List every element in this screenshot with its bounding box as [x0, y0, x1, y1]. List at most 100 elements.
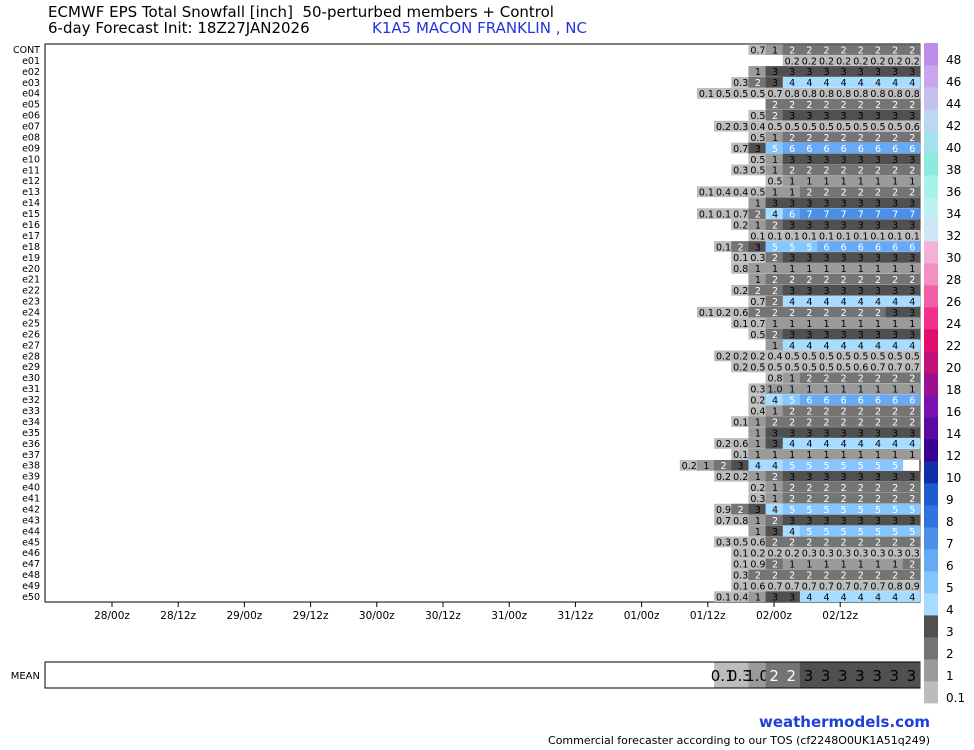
snow-value: 2 [858, 188, 864, 199]
snow-value: 5 [892, 461, 898, 472]
snow-cell [782, 558, 801, 570]
snow-value: 3 [789, 155, 795, 166]
site-link[interactable]: weathermodels.com [758, 713, 930, 731]
snow-value: 4 [806, 439, 812, 450]
snow-value: 0.4 [716, 188, 731, 199]
snow-cell [782, 252, 801, 263]
snow-value: 2 [789, 100, 795, 111]
snow-cell [782, 284, 801, 296]
snow-value: 0.5 [750, 111, 765, 122]
colorbar-label: 24 [946, 317, 961, 331]
colorbar-label: 14 [946, 427, 961, 441]
snow-value: 1 [841, 560, 847, 571]
snow-cell [748, 77, 766, 88]
snow-value: 3 [841, 516, 847, 527]
snow-value: 3 [789, 253, 795, 264]
snow-value: 0.5 [888, 352, 903, 363]
colorbar-swatch [924, 395, 938, 418]
snow-cell [885, 591, 904, 602]
snow-value: 2 [841, 133, 847, 144]
snow-cell [902, 164, 921, 176]
snow-value: 1 [755, 516, 761, 527]
snow-value: 3 [909, 330, 915, 341]
snow-value: 1 [858, 177, 864, 188]
snow-value: 4 [841, 341, 847, 352]
snow-value: 2 [823, 538, 829, 549]
snow-value: 0.1 [785, 231, 800, 242]
member-label: e29 [22, 362, 40, 373]
snow-cell [748, 547, 766, 559]
snow-value: 3 [858, 111, 864, 122]
snow-cell [834, 120, 852, 132]
snow-cell [834, 241, 852, 252]
snow-cell [851, 66, 869, 77]
colorbar-swatch [924, 87, 938, 110]
snow-value: 0.2 [819, 56, 834, 67]
snow-value: 0.8 [905, 89, 920, 100]
member-label: e43 [22, 515, 40, 526]
snow-value: 3 [892, 155, 898, 166]
snow-value: 0.1 [733, 450, 748, 461]
snow-cell [902, 284, 921, 296]
snow-value: 3 [858, 67, 864, 78]
snow-cell [765, 142, 784, 154]
colorbar-label: 0.1 [946, 691, 965, 705]
snow-cell [799, 547, 818, 559]
snow-cell [782, 197, 801, 209]
snow-cell [799, 449, 818, 460]
snow-cell [885, 438, 904, 449]
snow-value: 7 [892, 209, 898, 220]
snow-cell [714, 536, 732, 548]
snow-cell [817, 416, 835, 427]
snow-value: 2 [909, 494, 915, 505]
snow-cell [885, 263, 904, 274]
member-label: e26 [22, 329, 40, 340]
snow-cell [799, 394, 818, 406]
snow-cell [799, 284, 818, 296]
snow-value: 1 [858, 264, 864, 275]
snow-value: 0.1 [853, 231, 868, 242]
snow-value: 2 [892, 571, 898, 582]
snow-value: 0.1 [733, 417, 748, 428]
snow-value: 2 [875, 133, 881, 144]
snow-cell [868, 339, 886, 351]
snow-cell [851, 339, 869, 351]
snow-value: 2 [789, 406, 795, 417]
snow-value: 2 [892, 100, 898, 111]
snow-cell [834, 481, 852, 493]
snow-value: 2 [806, 100, 812, 111]
snow-value: 0.5 [750, 330, 765, 341]
snow-cell [799, 197, 818, 209]
snow-cell [885, 186, 904, 198]
member-label: e34 [22, 417, 40, 428]
snow-cell [782, 153, 801, 165]
snow-cell [885, 120, 904, 132]
snow-value: 0.5 [905, 352, 920, 363]
snow-value: 4 [841, 439, 847, 450]
snow-cell [782, 438, 801, 449]
snow-value: 3 [909, 428, 915, 439]
snow-value: 2 [772, 516, 778, 527]
snow-value: 1 [789, 264, 795, 275]
snow-cell [799, 87, 818, 99]
snow-cell [885, 77, 904, 88]
snow-value: 5 [875, 527, 881, 538]
snow-value: 5 [858, 505, 864, 516]
snow-value: 0.1 [870, 231, 885, 242]
member-label: e27 [22, 340, 40, 351]
colorbar-label: 4 [946, 603, 954, 617]
snow-value: 1 [875, 385, 881, 396]
snow-cell [748, 416, 766, 427]
snow-value: 6 [823, 242, 829, 253]
snow-cell [748, 241, 766, 252]
snow-cell [731, 164, 749, 176]
snow-value: 2 [772, 472, 778, 483]
snow-value: 2 [909, 133, 915, 144]
snow-cell [748, 328, 766, 340]
snow-cell [851, 449, 869, 460]
member-label: e05 [22, 100, 40, 111]
snow-cell [765, 153, 784, 165]
snow-value: 1.0 [767, 385, 782, 396]
snow-cell [851, 109, 869, 121]
snow-cell [885, 197, 904, 209]
